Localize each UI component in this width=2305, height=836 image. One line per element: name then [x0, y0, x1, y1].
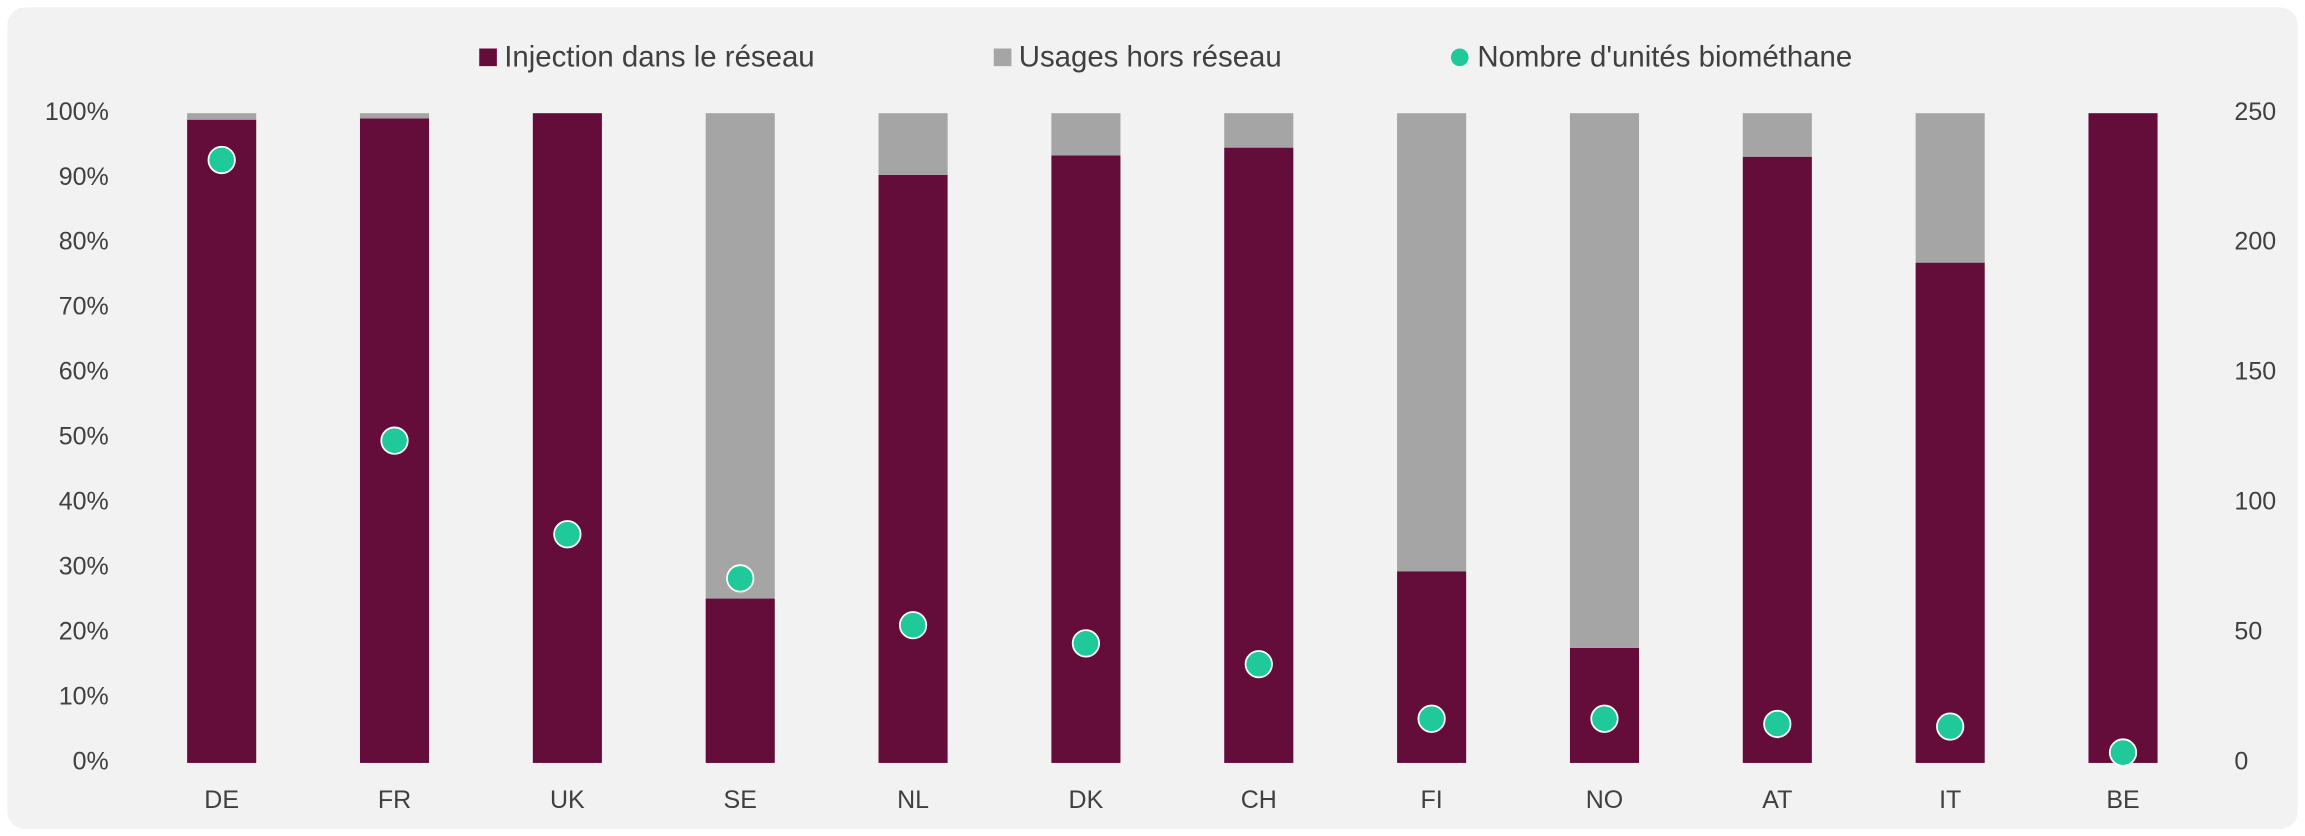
legend-label: Nombre d'unités biométhane: [1477, 41, 1852, 74]
bar-segment: [1742, 113, 1812, 157]
bar-segment: [187, 119, 257, 763]
bar-segment: [878, 113, 948, 175]
x-tick-label: DE: [204, 786, 239, 814]
dot: [2108, 738, 2138, 767]
x-tick-label: NL: [897, 786, 929, 814]
dot: [553, 520, 582, 549]
bar-segment: [1051, 113, 1121, 156]
y-tick-label: 60%: [59, 358, 109, 386]
y2-tick-label: 0: [2234, 748, 2248, 776]
x-tick-label: FR: [378, 786, 411, 814]
y-tick-label: 0%: [73, 748, 109, 776]
legend-label: Injection dans le réseau: [504, 41, 814, 74]
y-tick-label: 30%: [59, 553, 109, 581]
dot: [898, 611, 928, 640]
x-tick-label: BE: [2106, 786, 2139, 814]
dot: [1071, 629, 1101, 658]
y-tick-label: 40%: [59, 488, 109, 516]
bar-segment: [1397, 571, 1467, 763]
y-tick-label: 50%: [59, 423, 109, 451]
x-tick-label: DK: [1069, 786, 1104, 814]
bar-segment: [1915, 262, 1985, 763]
y-tick-label: 10%: [59, 683, 109, 711]
dot: [1936, 712, 1965, 741]
x-tick-label: CH: [1241, 786, 1277, 814]
x-tick-label: IT: [1939, 786, 1961, 814]
legend-marker: [1450, 48, 1469, 67]
bar-segment: [532, 113, 602, 763]
dot: [1244, 650, 1273, 679]
x-tick-label: AT: [1762, 786, 1792, 814]
y2-tick-label: 150: [2234, 358, 2276, 386]
x-tick-label: FI: [1421, 786, 1443, 814]
dot: [207, 145, 236, 175]
bar-segment: [1569, 113, 1640, 648]
y2-tick-label: 50: [2234, 618, 2262, 646]
bar-segment: [1915, 113, 1985, 263]
bar-segment: [1051, 155, 1121, 763]
x-tick-label: SE: [724, 786, 757, 814]
dot: [1417, 704, 1446, 733]
dot: [1590, 704, 1619, 733]
legend-label: Usages hors réseau: [1019, 41, 1282, 74]
x-tick-label: NO: [1586, 786, 1623, 814]
dot: [726, 564, 755, 593]
bar-segment: [359, 113, 430, 119]
bar-segment: [2088, 113, 2158, 763]
bar-segment: [705, 113, 775, 599]
bar-segment: [705, 598, 775, 763]
bar-segment: [1742, 156, 1812, 763]
legend-marker: [993, 48, 1012, 67]
y-tick-label: 70%: [59, 293, 109, 321]
y-tick-label: 20%: [59, 618, 109, 646]
y2-tick-label: 100: [2234, 488, 2276, 516]
y2-tick-label: 200: [2234, 228, 2276, 256]
y2-tick-label: 250: [2234, 98, 2276, 126]
y-tick-label: 90%: [59, 163, 109, 191]
bar-segment: [878, 174, 948, 763]
dot: [380, 426, 409, 455]
y-tick-label: 100%: [45, 98, 109, 126]
bar-segment: [1397, 113, 1467, 572]
x-tick-label: UK: [550, 786, 585, 814]
y-tick-label: 80%: [59, 228, 109, 256]
bar-segment: [1224, 113, 1294, 148]
legend-marker: [479, 48, 497, 67]
dot: [1763, 709, 1792, 739]
bar-segment: [187, 113, 257, 120]
